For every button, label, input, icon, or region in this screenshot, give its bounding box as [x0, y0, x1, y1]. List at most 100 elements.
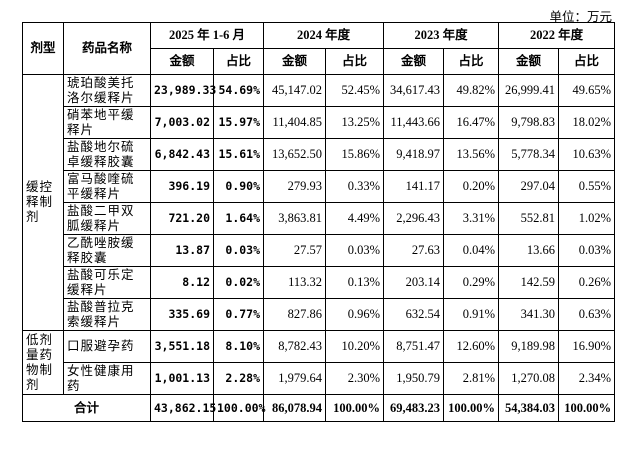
value-cell: 27.63 — [383, 234, 445, 267]
value-cell: 396.19 — [150, 170, 214, 203]
value-cell: 10.63% — [558, 138, 616, 171]
value-cell: 23,989.33 — [150, 74, 216, 107]
group-cell: 低剂量药物制剂 — [22, 330, 64, 395]
data-table: 剂型 药品名称 2025 年 1-6 月 2024 年度 2023 年度 202… — [22, 22, 616, 422]
total-row: 合计 43,862.15 100.00% 86,078.94 100.00% 69,483… — [22, 394, 616, 422]
drug-name: 富马酸喹硫平缓释片 — [63, 170, 151, 203]
value-cell: 9,418.97 — [383, 138, 445, 171]
value-cell: 335.69 — [150, 298, 214, 331]
value-cell: 721.20 — [150, 202, 214, 235]
value-cell: 13.56% — [443, 138, 500, 171]
drug-name: 盐酸可乐定缓释片 — [63, 266, 151, 299]
value-cell: 0.96% — [325, 298, 385, 331]
value-cell: 2.30% — [325, 362, 385, 395]
value-cell: 2.81% — [443, 362, 500, 395]
value-cell: 45,147.02 — [263, 74, 327, 107]
header-cell: 金额 — [498, 48, 560, 75]
value-cell: 8,782.43 — [263, 330, 327, 363]
value-cell: 2.34% — [558, 362, 616, 395]
value-cell: 297.04 — [498, 170, 560, 203]
value-cell: 13.25% — [325, 106, 385, 139]
value-cell: 0.03% — [325, 234, 385, 267]
value-cell: 2.28% — [212, 362, 265, 395]
drug-name: 琥珀酸美托洛尔缓释片 — [63, 74, 151, 107]
value-cell: 13.66 — [498, 234, 560, 267]
value-cell: 27.57 — [263, 234, 327, 267]
value-cell: 16.47% — [443, 106, 500, 139]
total-value: 100.00% — [558, 394, 616, 422]
drug-name: 盐酸地尔硫卓缓释胶囊 — [63, 138, 151, 171]
table-row: 硝苯地平缓释片 7,003.02 15.97% 11,404.85 13.25% 11,4… — [23, 106, 616, 139]
value-cell: 10.20% — [325, 330, 385, 363]
value-cell: 11,404.85 — [263, 106, 327, 139]
value-cell: 13,652.50 — [263, 138, 327, 171]
value-cell: 6,842.43 — [150, 138, 214, 171]
value-cell: 8.10% — [212, 330, 265, 363]
value-cell: 0.90% — [212, 170, 265, 203]
group-cell: 缓控释制剂 — [22, 74, 64, 331]
header-cell: 金额 — [383, 48, 445, 75]
value-cell: 18.02% — [558, 106, 616, 139]
total-value: 100.00% — [443, 394, 500, 422]
value-cell: 0.03% — [212, 234, 265, 267]
header-cell: 2023 年度 — [383, 22, 500, 49]
value-cell: 203.14 — [383, 266, 445, 299]
drug-name: 盐酸普拉克索缓释片 — [63, 298, 151, 331]
value-cell: 0.26% — [558, 266, 616, 299]
value-cell: 142.59 — [498, 266, 560, 299]
value-cell: 3,551.18 — [150, 330, 214, 363]
table-row: 盐酸可乐定缓释片 8.12 0.02% 113.32 0.13% 203.14 0.29% 1… — [23, 266, 616, 299]
value-cell: 1.02% — [558, 202, 616, 235]
header-cell: 2022 年度 — [498, 22, 616, 49]
value-cell: 141.17 — [383, 170, 445, 203]
table-row: 富马酸喹硫平缓释片 396.19 0.90% 279.93 0.33% 141.17 0.2… — [23, 170, 616, 203]
value-cell: 3.31% — [443, 202, 500, 235]
value-cell: 632.54 — [383, 298, 445, 331]
value-cell: 9,798.83 — [498, 106, 560, 139]
header-cell: 2024 年度 — [263, 22, 385, 49]
header-cell: 占比 — [325, 48, 385, 75]
value-cell: 15.97% — [212, 106, 265, 139]
value-cell: 8.12 — [150, 266, 214, 299]
value-cell: 0.03% — [558, 234, 616, 267]
header-cell: 药品名称 — [63, 22, 151, 75]
value-cell: 1.64% — [212, 202, 265, 235]
drug-name: 乙酰唑胺缓释胶囊 — [63, 234, 151, 267]
value-cell: 827.86 — [263, 298, 327, 331]
unit-label: 单位：万元 — [549, 10, 612, 24]
value-cell: 49.82% — [443, 74, 500, 107]
header-cell: 2025 年 1-6 月 — [149, 22, 265, 49]
value-cell: 1,001.13 — [150, 362, 214, 395]
value-cell: 13.87 — [150, 234, 214, 267]
value-cell: 0.91% — [443, 298, 500, 331]
value-cell: 1,270.08 — [498, 362, 560, 395]
value-cell: 8,751.47 — [383, 330, 445, 363]
value-cell: 1,950.79 — [383, 362, 445, 395]
header-cell: 占比 — [558, 48, 616, 75]
table-row: 盐酸普拉克索缓释片 335.69 0.77% 827.86 0.96% 632.54 0.9… — [23, 298, 616, 331]
value-cell: 3,863.81 — [263, 202, 327, 235]
value-cell: 9,189.98 — [498, 330, 560, 363]
value-cell: 16.90% — [558, 330, 616, 363]
value-cell: 26,999.41 — [498, 74, 560, 107]
total-value: 100.00% — [212, 394, 265, 422]
value-cell: 4.49% — [325, 202, 385, 235]
drug-name: 口服避孕药 — [63, 330, 151, 363]
header-cell: 占比 — [443, 48, 500, 75]
value-cell: 54.69% — [212, 74, 265, 107]
header-cell: 占比 — [212, 48, 265, 75]
table-row: 低剂量药物制剂 口服避孕药 3,551.18 8.10% 8,782.43 10.20% 8… — [22, 330, 616, 395]
value-cell: 0.20% — [443, 170, 500, 203]
total-value: 69,483.23 — [383, 394, 445, 422]
value-cell: 34,617.43 — [383, 74, 445, 107]
value-cell: 341.30 — [498, 298, 560, 331]
total-value: 100.00% — [325, 394, 385, 422]
value-cell: 7,003.02 — [150, 106, 214, 139]
header-cell: 金额 — [263, 48, 327, 75]
value-cell: 552.81 — [498, 202, 560, 235]
value-cell: 113.32 — [263, 266, 327, 299]
header-cell: 金额 — [150, 48, 214, 75]
drug-name: 盐酸二甲双胍缓释片 — [63, 202, 151, 235]
value-cell: 279.93 — [263, 170, 327, 203]
table-row: 盐酸地尔硫卓缓释胶囊 6,842.43 15.61% 13,652.50 15.86% 9… — [23, 138, 616, 171]
